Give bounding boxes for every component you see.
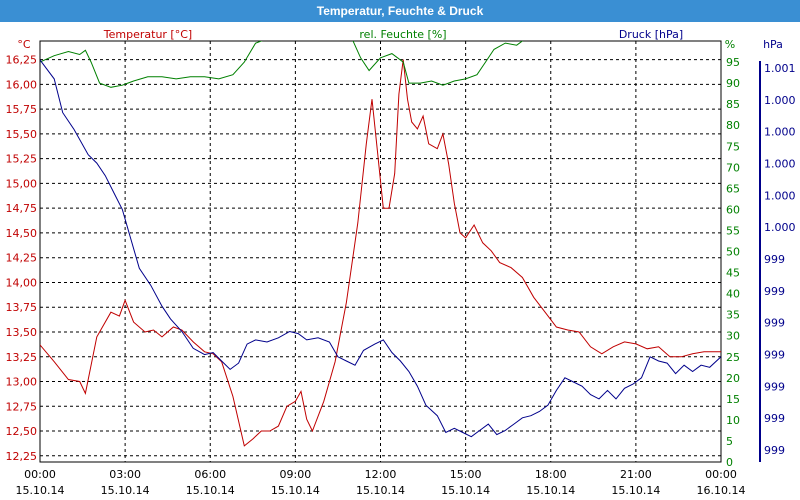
- pressure-tick: 1.000: [764, 221, 796, 234]
- pressure-tick: 999: [764, 349, 785, 362]
- humidity-tick: 55: [726, 224, 740, 237]
- temperature-tick: 12,75: [6, 400, 38, 413]
- humidity-tick: 65: [726, 182, 740, 195]
- pressure-tick: 999: [764, 412, 785, 425]
- x-tick-date: 15.10.14: [271, 484, 320, 497]
- temperature-tick: 13,75: [6, 301, 38, 314]
- series-line-temperature: [40, 59, 721, 447]
- chart-area: 00:00 15.10.14 03:00 15.10.14 06:00 15.10.14 0…: [6, 28, 796, 497]
- series-lines: [40, 41, 721, 447]
- temperature-tick: 14,25: [6, 252, 38, 265]
- pressure-tick: 999: [764, 444, 785, 457]
- humidity-tick: 80: [726, 119, 740, 132]
- humidity-tick: 45: [726, 267, 740, 280]
- pressure-tick: 1.001: [764, 62, 796, 75]
- temperature-tick: 13,00: [6, 376, 38, 389]
- x-tick-date: 15.10.14: [526, 484, 575, 497]
- x-tick-time: 12:00: [365, 468, 397, 481]
- pressure-tick: 1.000: [764, 94, 796, 107]
- x-tick-time: 00:00: [705, 468, 737, 481]
- window-title: Temperatur, Feuchte & Druck: [0, 0, 800, 22]
- temperature-tick: 12,25: [6, 450, 38, 463]
- x-tick-time: 00:00: [24, 468, 56, 481]
- x-tick-date: 15.10.14: [356, 484, 405, 497]
- humidity-tick: 85: [726, 98, 740, 111]
- humidity-tick: 0: [726, 456, 733, 469]
- humidity-tick: 15: [726, 393, 740, 406]
- humidity-tick: 60: [726, 203, 740, 216]
- x-tick-time: 09:00: [280, 468, 312, 481]
- temperature-tick: 15,00: [6, 177, 38, 190]
- pressure-tick: 1.000: [764, 158, 796, 171]
- temperature-unit: °C: [17, 38, 31, 51]
- pressure-tick: 999: [764, 380, 785, 393]
- temperature-tick: 12,50: [6, 425, 38, 438]
- pressure-axis-title: Druck [hPa]: [619, 28, 683, 41]
- humidity-tick: 30: [726, 330, 740, 343]
- pressure-unit: hPa: [763, 38, 783, 51]
- humidity-tick: 90: [726, 77, 740, 90]
- humidity-tick: 35: [726, 309, 740, 322]
- x-tick-date: 15.10.14: [611, 484, 660, 497]
- humidity-unit: %: [725, 38, 735, 51]
- humidity-tick: 75: [726, 140, 740, 153]
- humidity-tick: 40: [726, 288, 740, 301]
- x-tick-time: 18:00: [535, 468, 567, 481]
- temperature-tick: 15,75: [6, 103, 38, 116]
- x-tick-time: 03:00: [109, 468, 141, 481]
- x-tick-time: 15:00: [450, 468, 482, 481]
- pressure-tick: 999: [764, 253, 785, 266]
- x-tick-date: 15.10.14: [441, 484, 490, 497]
- humidity-tick: 20: [726, 372, 740, 385]
- temperature-tick: 14,50: [6, 227, 38, 240]
- humidity-tick: 95: [726, 56, 740, 69]
- temperature-tick: 15,50: [6, 128, 38, 141]
- humidity-tick: 25: [726, 351, 740, 364]
- series-line-humidity: [40, 41, 524, 88]
- temperature-tick: 15,25: [6, 153, 38, 166]
- humidity-tick: 5: [726, 435, 733, 448]
- pressure-tick: 999: [764, 285, 785, 298]
- tick-labels: 00:00 15.10.14 03:00 15.10.14 06:00 15.10.14 0…: [6, 54, 796, 497]
- temperature-tick: 16,00: [6, 78, 38, 91]
- pressure-tick: 999: [764, 317, 785, 330]
- x-tick-date: 16.10.14: [697, 484, 746, 497]
- temperature-tick: 16,25: [6, 54, 38, 67]
- x-tick-date: 15.10.14: [186, 484, 235, 497]
- pressure-tick: 1.000: [764, 126, 796, 139]
- x-tick-date: 15.10.14: [101, 484, 150, 497]
- temperature-tick: 14,00: [6, 276, 38, 289]
- humidity-tick: 70: [726, 161, 740, 174]
- x-tick-time: 06:00: [194, 468, 226, 481]
- temperature-tick: 14,75: [6, 202, 38, 215]
- pressure-tick: 1.000: [764, 189, 796, 202]
- x-tick-date: 15.10.14: [16, 484, 65, 497]
- grid: [39, 40, 761, 463]
- humidity-tick: 50: [726, 246, 740, 259]
- x-tick-time: 21:00: [620, 468, 652, 481]
- axis-titles: °C Temperatur [°C] rel. Feuchte [%]% Druck …: [17, 28, 783, 51]
- humidity-axis-title: rel. Feuchte [%]: [359, 28, 446, 41]
- series-line-pressure: [40, 59, 721, 438]
- humidity-tick: 10: [726, 414, 740, 427]
- temperature-tick: 13,25: [6, 351, 38, 364]
- temperature-tick: 13,50: [6, 326, 38, 339]
- temperature-axis-title: Temperatur [°C]: [103, 28, 192, 41]
